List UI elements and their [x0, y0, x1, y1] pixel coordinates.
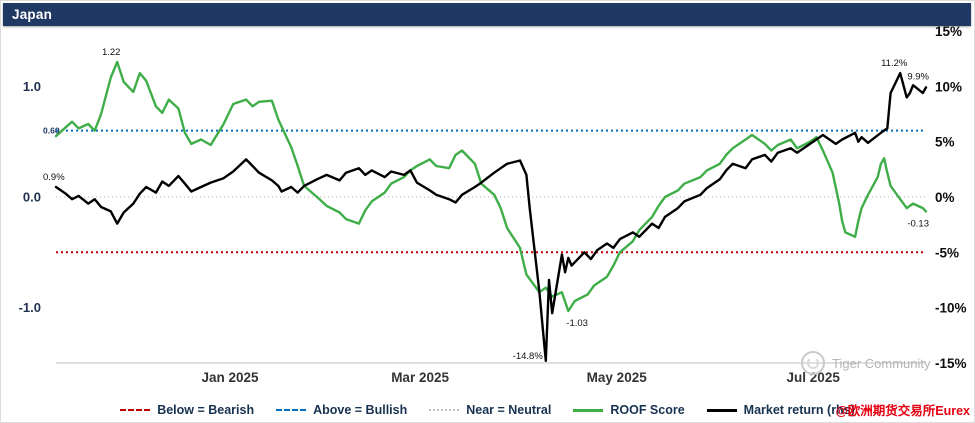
value-label: 0.9%: [43, 172, 65, 183]
legend-line-sample: [276, 409, 307, 411]
left-axis-tick: 0.0: [23, 190, 41, 205]
legend-item-above-bullish: Above = Bullish: [276, 403, 407, 417]
legend-line-sample: [429, 409, 460, 411]
legend-label: ROOF Score: [610, 403, 685, 417]
tiger-logo-icon: [801, 351, 825, 375]
legend-item-near-neutral: Near = Neutral: [429, 403, 551, 417]
legend-line-sample: [573, 408, 604, 412]
watermark-text: Tiger Community: [832, 355, 931, 371]
chart-title: Japan: [12, 7, 53, 22]
legend-item-roof-score: ROOF Score: [573, 403, 685, 417]
value-label: -0.13: [907, 218, 929, 229]
legend-label: Near = Neutral: [466, 403, 552, 417]
x-axis-tick: Mar 2025: [391, 370, 449, 385]
x-axis-tick: Jul 2025: [787, 370, 841, 385]
roof-score-line: [54, 60, 928, 313]
left-axis-tick: 1.0: [23, 79, 41, 94]
right-axis-tick: 15%: [935, 24, 962, 39]
watermark-handle: @欧洲期货交易所Eurex: [835, 404, 970, 418]
legend-item-market-return-rhs: Market return (rhs): [706, 403, 855, 417]
legend-label: Below = Bearish: [157, 403, 255, 417]
right-axis-tick: 5%: [935, 135, 955, 150]
legend-label: Market return (rhs): [743, 403, 855, 417]
legend-line-sample: [120, 409, 151, 411]
watermark-tiger-community: Tiger Community: [801, 351, 930, 375]
value-label: -1.03: [566, 318, 588, 329]
value-label: 1.22: [102, 47, 121, 58]
legend-line-sample: [706, 408, 737, 412]
legend-item-below-bearish: Below = Bearish: [120, 403, 254, 417]
legend-label: Above = Bullish: [313, 403, 408, 417]
value-label: 0.60: [43, 126, 60, 136]
left-axis-tick: -1.0: [19, 300, 41, 315]
chart-legend: Below = Bearish Above = Bullish Near = Neu…: [1, 403, 974, 417]
chart-title-bar: Japan: [3, 3, 971, 26]
value-label: -14.8%: [513, 351, 544, 362]
value-label: 11.2%: [881, 58, 908, 69]
x-axis-tick: Jan 2025: [201, 370, 259, 385]
market-return-rhs-line: [54, 71, 928, 362]
right-axis-tick: 0%: [935, 190, 955, 205]
right-axis-tick: 10%: [935, 79, 962, 94]
right-axis-tick: -15%: [935, 356, 967, 371]
value-label: 9.9%: [907, 71, 929, 82]
x-axis-tick: May 2025: [587, 370, 648, 385]
right-axis-tick: -10%: [935, 301, 967, 316]
right-axis-tick: -5%: [935, 245, 959, 260]
